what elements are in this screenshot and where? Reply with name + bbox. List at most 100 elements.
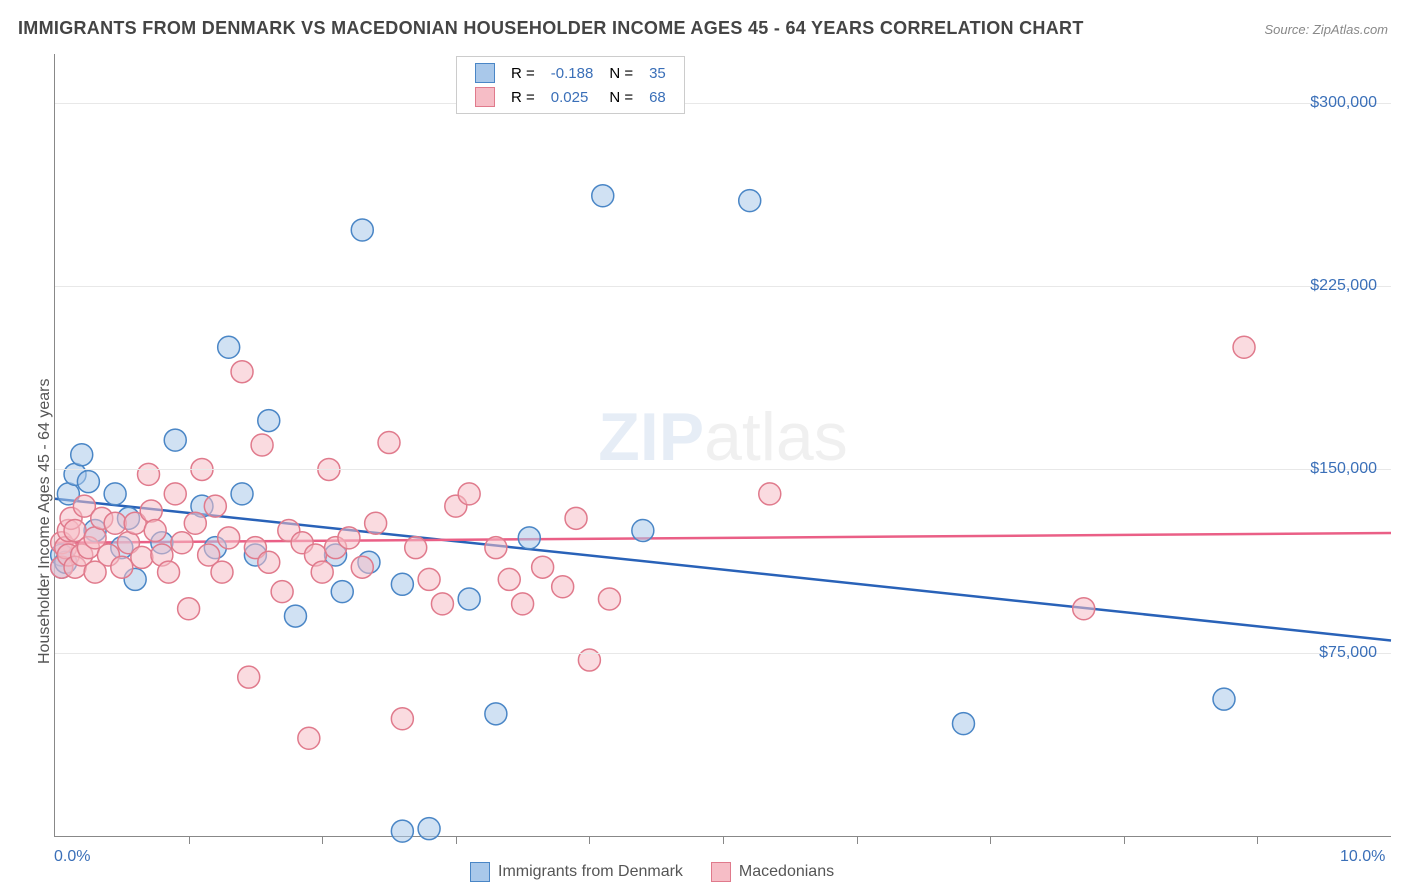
data-point	[952, 713, 974, 735]
ytick-label: $225,000	[1310, 277, 1377, 295]
chart-container: IMMIGRANTS FROM DENMARK VS MACEDONIAN HO…	[0, 0, 1406, 892]
legend-r-label: R =	[503, 61, 543, 85]
xtick	[1257, 836, 1258, 844]
yaxis-title: Householder Income Ages 45 - 64 years	[36, 378, 54, 664]
data-point	[391, 708, 413, 730]
data-point	[218, 336, 240, 358]
data-point	[632, 520, 654, 542]
legend-swatch-series1	[470, 862, 490, 882]
xtick	[322, 836, 323, 844]
data-point	[431, 593, 453, 615]
data-point	[331, 581, 353, 603]
legend-row: R = 0.025 N = 68	[467, 85, 674, 109]
data-point	[258, 551, 280, 573]
data-point	[578, 649, 600, 671]
data-point	[318, 458, 340, 480]
data-point	[140, 500, 162, 522]
data-point	[191, 458, 213, 480]
trend-line	[55, 499, 1391, 641]
data-point	[532, 556, 554, 578]
data-point	[211, 561, 233, 583]
ytick-label: $300,000	[1310, 94, 1377, 112]
data-point	[184, 512, 206, 534]
xaxis-label-min: 0.0%	[54, 848, 90, 866]
legend-n-label: N =	[601, 61, 641, 85]
data-point	[759, 483, 781, 505]
legend-r-label: R =	[503, 85, 543, 109]
plot-svg	[55, 54, 1391, 836]
source-credit: Source: ZipAtlas.com	[1264, 22, 1388, 37]
legend-r-value: 0.025	[543, 85, 602, 109]
data-point	[111, 556, 133, 578]
chart-title: IMMIGRANTS FROM DENMARK VS MACEDONIAN HO…	[18, 18, 1084, 39]
data-point	[77, 471, 99, 493]
data-point	[405, 537, 427, 559]
legend-swatch-series1	[475, 63, 495, 83]
data-point	[231, 361, 253, 383]
ytick-label: $75,000	[1319, 644, 1377, 662]
data-point	[378, 432, 400, 454]
data-point	[164, 483, 186, 505]
data-point	[418, 818, 440, 840]
xtick	[723, 836, 724, 844]
ytick-label: $150,000	[1310, 460, 1377, 478]
data-point	[171, 532, 193, 554]
data-point	[565, 507, 587, 529]
data-point	[338, 527, 360, 549]
legend-row: R = -0.188 N = 35	[467, 61, 674, 85]
data-point	[311, 561, 333, 583]
legend-stats: R = -0.188 N = 35 R = 0.025 N = 68	[456, 56, 685, 114]
legend-n-value: 35	[641, 61, 674, 85]
legend-n-value: 68	[641, 85, 674, 109]
data-point	[144, 520, 166, 542]
data-point	[1213, 688, 1235, 710]
plot-area: ZIPatlas $75,000$150,000$225,000$300,000	[54, 54, 1391, 837]
data-point	[131, 546, 153, 568]
data-point	[158, 561, 180, 583]
data-point	[391, 820, 413, 842]
data-point	[271, 581, 293, 603]
data-point	[258, 410, 280, 432]
data-point	[231, 483, 253, 505]
data-point	[351, 219, 373, 241]
data-point	[512, 593, 534, 615]
data-point	[458, 483, 480, 505]
data-point	[204, 495, 226, 517]
data-point	[104, 512, 126, 534]
legend-series-name: Macedonians	[739, 863, 834, 881]
data-point	[598, 588, 620, 610]
data-point	[458, 588, 480, 610]
data-point	[298, 727, 320, 749]
data-point	[739, 190, 761, 212]
data-point	[518, 527, 540, 549]
data-point	[498, 568, 520, 590]
legend-item: Immigrants from Denmark	[470, 862, 683, 882]
data-point	[138, 463, 160, 485]
xtick	[1124, 836, 1125, 844]
legend-swatch-series2	[711, 862, 731, 882]
data-point	[1233, 336, 1255, 358]
data-point	[1073, 598, 1095, 620]
legend-r-value: -0.188	[543, 61, 602, 85]
data-point	[251, 434, 273, 456]
data-point	[238, 666, 260, 688]
legend-n-label: N =	[601, 85, 641, 109]
data-point	[418, 568, 440, 590]
xtick	[990, 836, 991, 844]
xtick	[857, 836, 858, 844]
data-point	[351, 556, 373, 578]
data-point	[485, 537, 507, 559]
legend-swatch-series2	[475, 87, 495, 107]
xtick	[456, 836, 457, 844]
data-point	[485, 703, 507, 725]
xtick	[589, 836, 590, 844]
legend-series: Immigrants from Denmark Macedonians	[470, 862, 834, 882]
data-point	[178, 598, 200, 620]
data-point	[104, 483, 126, 505]
data-point	[552, 576, 574, 598]
data-point	[391, 573, 413, 595]
data-point	[164, 429, 186, 451]
legend-item: Macedonians	[711, 862, 834, 882]
legend-series-name: Immigrants from Denmark	[498, 863, 683, 881]
data-point	[592, 185, 614, 207]
